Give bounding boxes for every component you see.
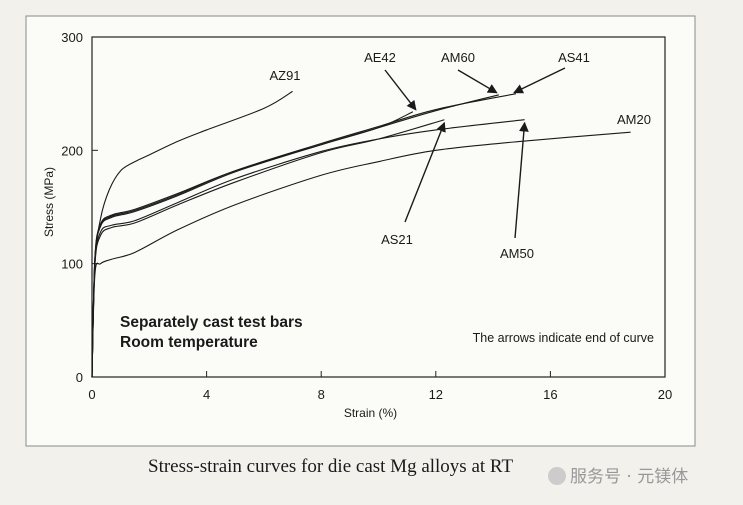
series-label-am50: AM50: [500, 246, 534, 261]
x-tick-label: 12: [429, 387, 443, 402]
end-arrow-as41: [513, 67, 566, 94]
x-tick-label: 20: [658, 387, 672, 402]
end-arrow-am50: [514, 121, 529, 239]
watermark: 服务号 · 元镁体: [548, 462, 688, 487]
series-label-az91: AZ91: [269, 68, 300, 83]
annotation-test-bars: Separately cast test bars: [120, 314, 303, 331]
watermark-text: 服务号 · 元镁体: [570, 467, 689, 487]
x-axis-label: Strain (%): [344, 406, 397, 420]
annotation-room-temp: Room temperature: [120, 334, 258, 351]
series-label-am60: AM60: [441, 50, 475, 65]
series-label-as41: AS41: [558, 50, 590, 65]
y-tick-label: 100: [61, 257, 83, 272]
series-label-as21: AS21: [381, 232, 413, 247]
wechat-logo-icon: [548, 467, 566, 485]
curve-am50: [91, 119, 525, 378]
end-arrow-as21: [404, 121, 446, 223]
x-tick-label: 16: [543, 387, 557, 402]
curve-as41: [91, 93, 517, 378]
end-arrow-ae42: [384, 69, 417, 111]
x-tick-label: 4: [203, 387, 210, 402]
y-tick-label: 0: [76, 370, 83, 385]
y-tick-label: 300: [61, 30, 83, 45]
end-arrow-am60: [457, 69, 498, 94]
figure-frame: [25, 15, 696, 447]
x-tick-label: 8: [318, 387, 325, 402]
y-axis-label: Stress (MPa): [42, 167, 56, 237]
figure-caption: Stress-strain curves for die cast Mg all…: [148, 456, 514, 477]
x-tick-label: 0: [88, 387, 95, 402]
series-label-am20: AM20: [617, 112, 651, 127]
y-tick-label: 200: [61, 143, 83, 158]
plot-frame: [91, 36, 666, 378]
series-label-ae42: AE42: [364, 50, 396, 65]
curve-am20: [91, 131, 631, 378]
annotation-arrow-note: The arrows indicate end of curve: [473, 331, 654, 345]
